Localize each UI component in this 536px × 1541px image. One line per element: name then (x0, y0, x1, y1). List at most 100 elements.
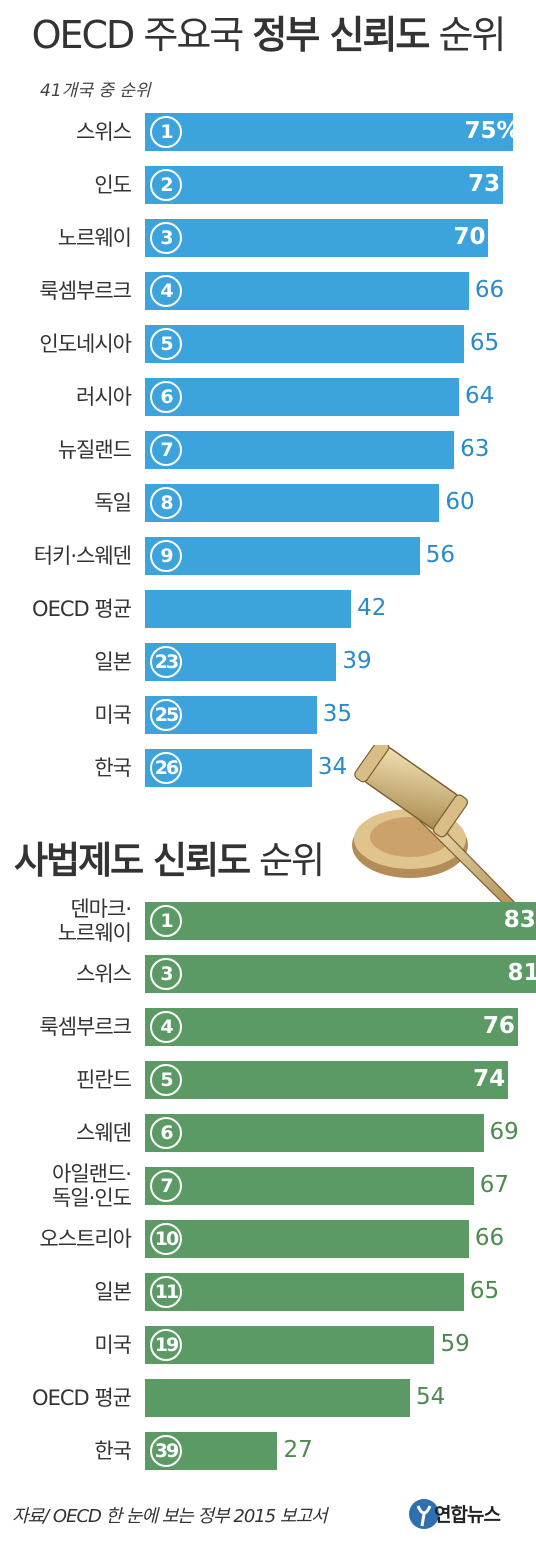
bar (145, 1220, 469, 1258)
chart1-title-tail: 순위 (438, 13, 506, 57)
category-label: 미국 (94, 703, 132, 727)
category-label: OECD 평균 (32, 597, 132, 621)
category-label: 아일랜드· 독일·인도 (52, 1162, 132, 1210)
value-label: 75% (464, 118, 520, 144)
category-label: 한국 (94, 756, 132, 780)
category-label: 터키·스웨덴 (33, 544, 132, 568)
rank-badge: 8 (150, 487, 182, 519)
rank-badge: 9 (150, 540, 182, 572)
rank-badge: 11 (150, 1276, 182, 1308)
category-label: 오스트리아 (39, 1227, 132, 1251)
bar (145, 166, 504, 204)
rank-badge: 3 (150, 222, 182, 254)
bar (145, 1008, 518, 1046)
bar (145, 1114, 484, 1152)
bar (145, 325, 464, 363)
value-label: 69 (489, 1119, 519, 1145)
category-label: 일본 (94, 650, 132, 674)
bar (145, 272, 469, 310)
rank-badge: 10 (150, 1223, 182, 1255)
category-label: 미국 (94, 1333, 132, 1357)
chart1-title-bold: 정부 신뢰도 (252, 13, 430, 57)
category-label: 러시아 (76, 385, 132, 409)
bar (145, 1273, 464, 1311)
chart2-title-tail: 순위 (258, 839, 325, 882)
rank-badge: 25 (150, 699, 182, 731)
value-label: 76 (482, 1013, 515, 1039)
category-label: 덴마크· 노르웨이 (57, 897, 132, 945)
bar (145, 378, 460, 416)
rank-badge: 7 (150, 1170, 182, 1202)
category-label: 룩셈부르크 (39, 279, 132, 303)
bar (145, 537, 420, 575)
value-label: 66 (474, 277, 505, 303)
chart1-subtitle: 41개국 중 순위 (40, 81, 151, 101)
value-label: 70 (453, 224, 486, 250)
value-label: 66 (474, 1225, 505, 1251)
value-label: 64 (465, 383, 495, 409)
category-label: 독일 (94, 491, 132, 515)
value-label: 81 (507, 960, 536, 986)
bar (145, 431, 455, 469)
value-label: 54 (415, 1384, 446, 1410)
bar (145, 1167, 474, 1205)
rank-badge: 4 (150, 275, 182, 307)
category-label: 뉴질랜드 (57, 438, 132, 462)
source-note: 자료/ OECD 한 눈에 보는 정부 2015 보고서 (12, 1506, 328, 1527)
value-label: 65 (469, 1278, 500, 1304)
value-label: 60 (445, 489, 475, 515)
rank-badge: 19 (150, 1329, 182, 1361)
category-label: 룩셈부르크 (39, 1015, 132, 1039)
chart1-title: OECD 주요국 정부 신뢰도 순위 (0, 4, 536, 59)
category-label: 인도 (94, 173, 132, 197)
rank-badge: 7 (150, 434, 182, 466)
value-label: 56 (425, 542, 456, 568)
rank-badge: 1 (150, 116, 182, 148)
category-label: 일본 (94, 1280, 132, 1304)
category-label: 스위스 (76, 120, 132, 144)
category-label: 인도네시아 (39, 332, 132, 356)
chart2-title: 사법제도 신뢰도 순위 (14, 830, 325, 884)
category-label: 노르웨이 (57, 226, 132, 250)
value-label: 74 (473, 1066, 506, 1092)
yonhap-logo-icon (409, 1499, 439, 1529)
value-label: 65 (469, 330, 500, 356)
bar (145, 902, 536, 940)
bar (145, 113, 513, 151)
category-label: 스웨덴 (76, 1121, 132, 1145)
chart1-title-plain: OECD 주요국 (31, 13, 245, 57)
value-label: 39 (342, 648, 372, 674)
bar (145, 1326, 435, 1364)
rank-badge: 6 (150, 1117, 182, 1149)
value-label: 59 (440, 1331, 470, 1357)
category-label: 한국 (94, 1439, 132, 1463)
bar (145, 1379, 410, 1417)
rank-badge: 2 (150, 169, 182, 201)
rank-badge: 6 (150, 381, 182, 413)
rank-badge: 5 (150, 1064, 182, 1096)
rank-badge: 23 (150, 646, 182, 678)
bar (145, 955, 536, 993)
chart2-title-bold: 사법제도 신뢰도 (14, 839, 251, 882)
category-label: OECD 평균 (32, 1386, 132, 1410)
value-label: 63 (460, 436, 490, 462)
bar (145, 484, 440, 522)
value-label: 34 (317, 754, 348, 780)
category-label: 핀란드 (76, 1068, 132, 1092)
value-label: 35 (322, 701, 352, 727)
rank-badge: 39 (150, 1435, 182, 1467)
value-label: 83% (503, 907, 536, 933)
category-label: 스위스 (76, 962, 132, 986)
rank-badge: 1 (150, 905, 182, 937)
value-label: 73 (468, 171, 501, 197)
bar (145, 590, 352, 628)
rank-badge: 4 (150, 1011, 182, 1043)
value-label: 67 (479, 1172, 510, 1198)
value-label: 27 (283, 1437, 313, 1463)
rank-badge: 26 (150, 752, 182, 784)
bar (145, 219, 489, 257)
logo-text: 연합뉴스 (434, 1504, 501, 1526)
gavel-icon (352, 745, 526, 919)
rank-badge: 5 (150, 328, 182, 360)
